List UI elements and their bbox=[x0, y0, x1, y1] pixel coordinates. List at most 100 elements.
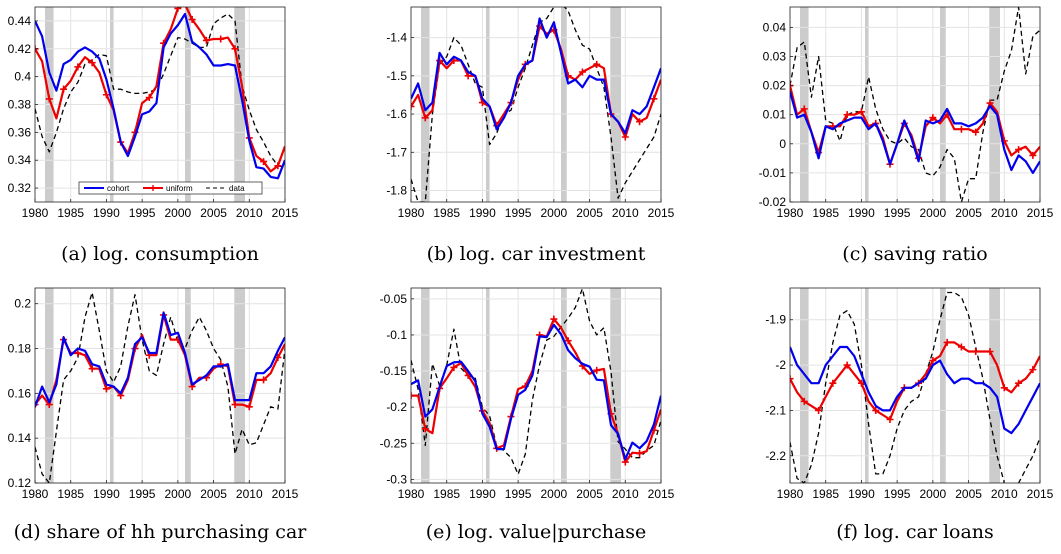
axes-box bbox=[410, 6, 662, 203]
y-tick-label: -1.7 bbox=[386, 145, 407, 159]
recession-band bbox=[185, 288, 191, 483]
x-tick-label: 1985 bbox=[57, 487, 84, 501]
y-tick-label: 0.18 bbox=[8, 342, 32, 356]
y-tick-label: 0 bbox=[779, 137, 786, 151]
x-tick-label: 2000 bbox=[541, 487, 568, 501]
y-tick-label: -0.01 bbox=[759, 166, 787, 180]
recession-band bbox=[610, 288, 621, 483]
series-group bbox=[35, 7, 285, 180]
uniform-marker bbox=[88, 59, 96, 67]
y-tick-label: -2.1 bbox=[765, 403, 786, 417]
x-tick-label: 1995 bbox=[884, 487, 911, 501]
series-group bbox=[411, 7, 661, 202]
uniform-marker bbox=[102, 91, 110, 99]
recession-band bbox=[610, 7, 621, 202]
recession-band bbox=[421, 7, 430, 202]
y-tick-label: 0.12 bbox=[8, 476, 32, 490]
uniform-marker bbox=[790, 375, 794, 383]
uniform-marker bbox=[421, 425, 429, 433]
uniform-marker bbox=[411, 392, 415, 400]
legend-box bbox=[78, 181, 263, 195]
x-tick-label: 2000 bbox=[165, 487, 192, 501]
uniform-marker bbox=[593, 60, 601, 68]
recession-band bbox=[989, 288, 1000, 483]
series-line-uniform bbox=[35, 7, 285, 173]
y-tick-label: -0.2 bbox=[386, 400, 407, 414]
x-tick-label: 2005 bbox=[576, 206, 603, 220]
x-tick-label: 2000 bbox=[920, 487, 947, 501]
y-tick-label: -1.5 bbox=[386, 69, 407, 83]
chart-panel-5: 1980 1985 1990 1995 2000 2005 2010 2015 -0.3 -0.2… bbox=[380, 287, 675, 543]
uniform-marker bbox=[174, 7, 182, 12]
x-tick-label: 2005 bbox=[955, 487, 982, 501]
uniform-marker bbox=[45, 95, 53, 103]
series-line-cohort bbox=[790, 91, 1040, 174]
chart-panel-2: 1980 1985 1990 1995 2000 2005 2010 2015 -1.8 -1.7… bbox=[386, 6, 675, 265]
x-tick-label: 2010 bbox=[236, 206, 263, 220]
x-tick-label: 1990 bbox=[469, 487, 496, 501]
uniform-marker bbox=[450, 363, 458, 371]
x-tick-label: 1985 bbox=[812, 487, 839, 501]
uniform-marker bbox=[800, 397, 808, 405]
x-tick-label: 2005 bbox=[576, 487, 603, 501]
uniform-marker bbox=[102, 385, 110, 393]
y-tick-label: 0.4 bbox=[14, 70, 31, 84]
recession-band bbox=[561, 288, 567, 483]
x-tick-label: 1990 bbox=[848, 487, 875, 501]
x-tick-label: 2015 bbox=[648, 487, 675, 501]
x-tick-label: 1990 bbox=[848, 206, 875, 220]
y-tick-label: -2 bbox=[775, 358, 786, 372]
uniform-marker bbox=[274, 162, 282, 170]
x-tick-label: 1995 bbox=[129, 206, 156, 220]
series-line-cohort bbox=[35, 311, 285, 408]
x-tick-label: 2015 bbox=[1027, 487, 1054, 501]
series-line-cohort bbox=[35, 12, 285, 180]
uniform-marker bbox=[872, 406, 880, 414]
panel-caption: (d) share of hh purchasing car bbox=[14, 521, 308, 543]
uniform-marker bbox=[650, 95, 658, 103]
x-tick-label: 2000 bbox=[165, 206, 192, 220]
chart-panel-6: 1980 1985 1990 1995 2000 2005 2010 2015 -2.2 -2.1… bbox=[765, 287, 1054, 543]
uniform-marker bbox=[815, 406, 823, 414]
uniform-marker bbox=[1000, 384, 1008, 392]
y-tick-label: 0.16 bbox=[8, 386, 32, 400]
x-tick-label: 2005 bbox=[200, 487, 227, 501]
panel-caption: (a) log. consumption bbox=[61, 243, 259, 265]
y-tick-label: 0.44 bbox=[8, 14, 32, 28]
y-tick-label: -1.8 bbox=[386, 184, 407, 198]
uniform-marker bbox=[564, 337, 572, 345]
series-line-data bbox=[790, 7, 1040, 202]
x-tick-label: 2010 bbox=[991, 487, 1018, 501]
series-line-data bbox=[35, 291, 285, 483]
x-tick-label: 2010 bbox=[236, 487, 263, 501]
x-tick-label: 2005 bbox=[955, 206, 982, 220]
uniform-marker bbox=[464, 72, 472, 80]
x-tick-label: 1985 bbox=[433, 487, 460, 501]
uniform-marker bbox=[145, 94, 153, 102]
recession-band bbox=[561, 7, 567, 202]
x-tick-label: 2015 bbox=[648, 206, 675, 220]
y-tick-label: 0.42 bbox=[8, 42, 32, 56]
legend-marker-uniform bbox=[150, 185, 156, 191]
uniform-marker bbox=[60, 85, 68, 93]
series-line-cohort bbox=[411, 17, 661, 135]
recession-band bbox=[940, 288, 946, 483]
plot-area bbox=[35, 288, 285, 483]
uniform-marker bbox=[260, 158, 268, 166]
x-tick-label: 1990 bbox=[93, 206, 120, 220]
uniform-marker bbox=[411, 102, 415, 110]
y-tick-label: 0.01 bbox=[763, 108, 787, 122]
uniform-marker bbox=[74, 349, 82, 357]
chart-panel-3: 1980 1985 1990 1995 2000 2005 2010 2015 -0.02 -0.… bbox=[759, 6, 1054, 265]
axes-box bbox=[410, 287, 662, 484]
axes-box bbox=[34, 287, 286, 484]
y-tick-label: 0.34 bbox=[8, 153, 32, 167]
y-tick-label: -1.4 bbox=[386, 31, 407, 45]
chart-panel-1: 1980 1985 1990 1995 2000 2005 2010 2015 0.32 0.34… bbox=[8, 6, 299, 265]
x-tick-label: 2010 bbox=[991, 206, 1018, 220]
uniform-marker bbox=[1029, 151, 1037, 159]
uniform-marker bbox=[843, 361, 851, 369]
legend-label-uniform: uniform bbox=[166, 184, 193, 193]
uniform-marker bbox=[621, 133, 629, 141]
